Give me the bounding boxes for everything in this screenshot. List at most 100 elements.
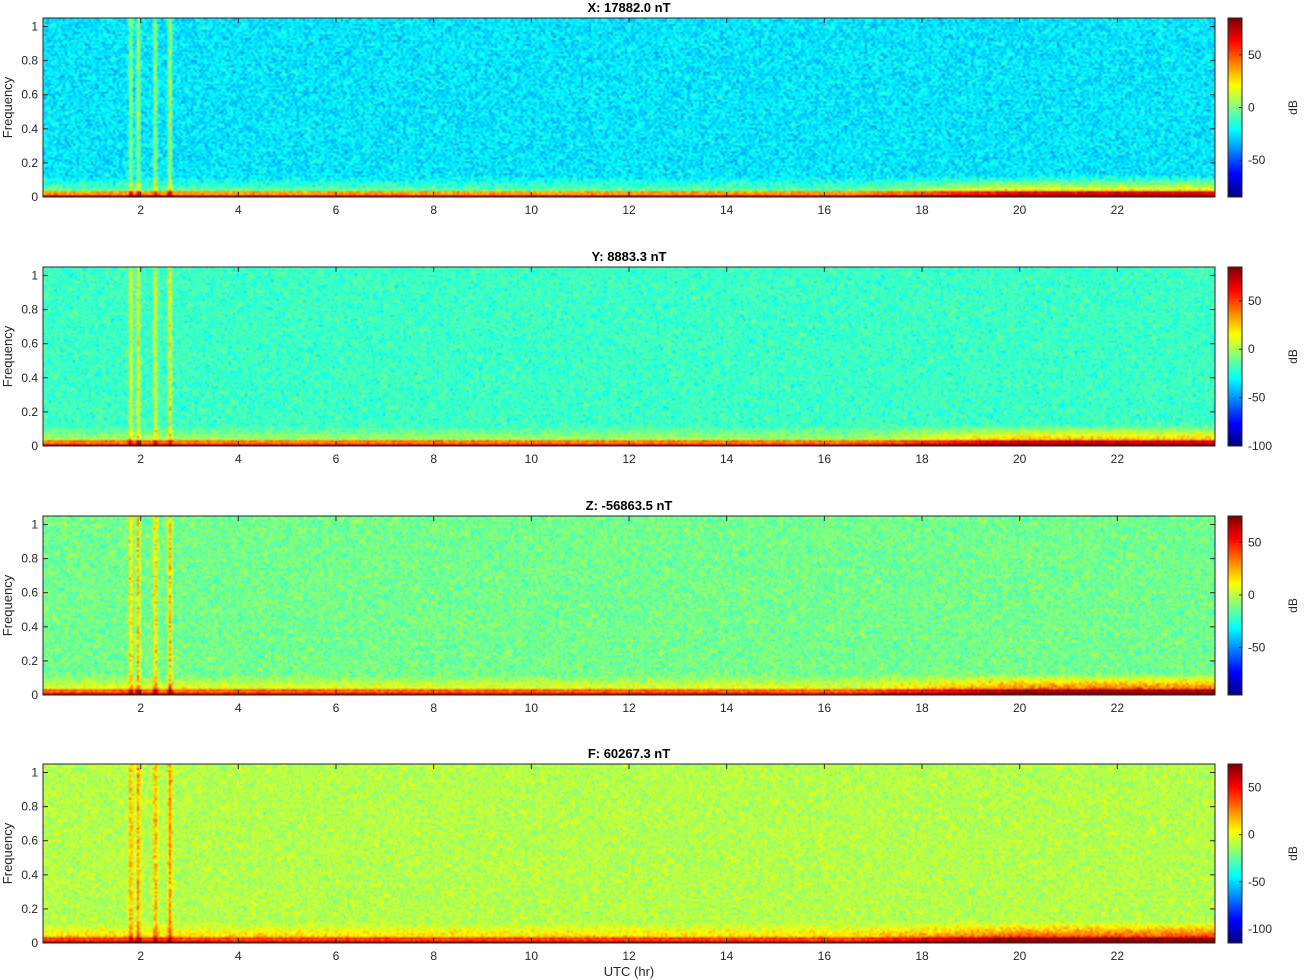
x-tick-label: 10 (525, 452, 539, 466)
x-tick-label: 12 (622, 949, 636, 963)
x-tick-label: 12 (622, 701, 636, 715)
x-tick-label: 4 (235, 701, 242, 715)
colorbar-tick-label: -50 (1248, 153, 1266, 167)
x-tick-label: 22 (1111, 701, 1125, 715)
y-tick-label: 0.4 (21, 868, 38, 882)
colorbar-label: dB (1286, 100, 1300, 115)
x-tick-label: 4 (235, 949, 242, 963)
y-tick-label: 0.6 (21, 88, 38, 102)
y-tick-label: 0.2 (21, 654, 38, 668)
spectrogram-panel-4: F: 60267.3 nT2 4 6 8 10 12 14 16 18 20 2200.20.40.… (0, 746, 1300, 979)
y-tick-label: 0 (31, 439, 38, 453)
x-tick-label: 14 (720, 949, 734, 963)
colorbar-label: dB (1286, 846, 1300, 861)
colorbar-tick-label: 0 (1248, 101, 1255, 115)
y-tick-label: 0.4 (21, 371, 38, 385)
x-tick-label: 4 (235, 203, 242, 217)
y-axis-label: Frequency (0, 76, 15, 138)
x-tick-label: 14 (720, 203, 734, 217)
y-tick-label: 0.6 (21, 834, 38, 848)
x-tick-label: 2 (137, 949, 144, 963)
y-tick-label: 0 (31, 190, 38, 204)
colorbar-tick-label: 50 (1248, 294, 1262, 308)
colorbar-tick-label: -100 (1248, 439, 1272, 453)
y-tick-label: 0 (31, 936, 38, 950)
y-tick-label: 1 (31, 518, 38, 532)
x-tick-label: 12 (622, 452, 636, 466)
x-tick-label: 16 (818, 701, 832, 715)
colorbar-tick-label: 50 (1248, 48, 1262, 62)
colorbar-tick-label: 0 (1248, 342, 1255, 356)
x-tick-label: 10 (525, 949, 539, 963)
x-tick-label: 6 (333, 701, 340, 715)
y-axis-label: Frequency (0, 325, 15, 387)
spectrogram-heatmap (43, 18, 1215, 197)
colorbar-tick-label: -50 (1248, 641, 1266, 655)
x-tick-label: 18 (915, 452, 929, 466)
colorbar-box (1227, 763, 1243, 944)
y-tick-label: 1 (31, 20, 38, 34)
x-tick-label: 8 (430, 203, 437, 217)
colorbar-tick-label: -50 (1248, 875, 1266, 889)
x-tick-label: 20 (1013, 203, 1027, 217)
x-tick-label: 22 (1111, 203, 1125, 217)
x-tick-label: 6 (333, 452, 340, 466)
x-tick-label: 2 (137, 452, 144, 466)
colorbar-tick-label: 0 (1248, 828, 1255, 842)
y-tick-label: 0.8 (21, 800, 38, 814)
x-tick-label: 16 (818, 452, 832, 466)
x-tick-label: 8 (430, 701, 437, 715)
x-tick-label: 16 (818, 949, 832, 963)
x-tick-label: 10 (525, 701, 539, 715)
x-tick-label: 2 (137, 701, 144, 715)
x-tick-label: 10 (525, 203, 539, 217)
spectrogram-panel-2: Y: 8883.3 nT2 4 6 8 10 12 14 16 18 20 2200.20.40.6… (0, 249, 1300, 466)
colorbar-box (1227, 515, 1243, 696)
x-tick-label: 22 (1111, 452, 1125, 466)
panel-title: F: 60267.3 nT (588, 746, 670, 761)
x-tick-label: 14 (720, 701, 734, 715)
spectrogram-panel-3: Z: -56863.5 nT2 4 6 8 10 12 14 16 18 20 2200.20.40… (0, 498, 1300, 715)
y-tick-label: 0.8 (21, 552, 38, 566)
x-tick-label: 20 (1013, 949, 1027, 963)
colorbar-box (1227, 266, 1243, 447)
x-tick-label: 8 (430, 452, 437, 466)
spectrogram-panel-1: X: 17882.0 nT2 4 6 8 10 12 14 16 18 20 2200.20.40.… (0, 0, 1300, 217)
x-tick-label: 16 (818, 203, 832, 217)
y-tick-label: 0.4 (21, 620, 38, 634)
y-tick-label: 0.2 (21, 156, 38, 170)
y-tick-label: 1 (31, 269, 38, 283)
x-tick-label: 12 (622, 203, 636, 217)
x-tick-label: 18 (915, 701, 929, 715)
y-tick-label: 0.8 (21, 303, 38, 317)
colorbar: 50 0 -50 dB (1227, 17, 1300, 198)
panel-title: Y: 8883.3 nT (592, 249, 667, 264)
colorbar: 50 0 -50 -100 dB (1227, 266, 1300, 453)
y-tick-label: 0.2 (21, 405, 38, 419)
colorbar-gradient (1228, 764, 1242, 943)
x-tick-label: 20 (1013, 452, 1027, 466)
spectrogram-heatmap (43, 267, 1215, 446)
x-tick-label: 14 (720, 452, 734, 466)
y-axis-label: Frequency (0, 822, 15, 884)
colorbar-label: dB (1286, 349, 1300, 364)
colorbar-tick-label: 50 (1248, 781, 1262, 795)
y-tick-label: 0.6 (21, 586, 38, 600)
spectrogram-heatmap (43, 516, 1215, 695)
panel-title: X: 17882.0 nT (587, 0, 670, 15)
x-tick-label: 2 (137, 203, 144, 217)
x-tick-label: 8 (430, 949, 437, 963)
y-axis-label: Frequency (0, 574, 15, 636)
spectrogram-heatmap (43, 764, 1215, 943)
x-tick-label: 22 (1111, 949, 1125, 963)
y-tick-label: 0.2 (21, 902, 38, 916)
panel-title: Z: -56863.5 nT (586, 498, 673, 513)
colorbar: 50 0 -50 -100 dB (1227, 763, 1300, 944)
x-tick-label: 6 (333, 949, 340, 963)
x-tick-label: 6 (333, 203, 340, 217)
y-tick-label: 0.6 (21, 337, 38, 351)
x-axis-label: UTC (hr) (604, 964, 655, 979)
y-tick-label: 0.8 (21, 54, 38, 68)
y-tick-label: 0.4 (21, 122, 38, 136)
